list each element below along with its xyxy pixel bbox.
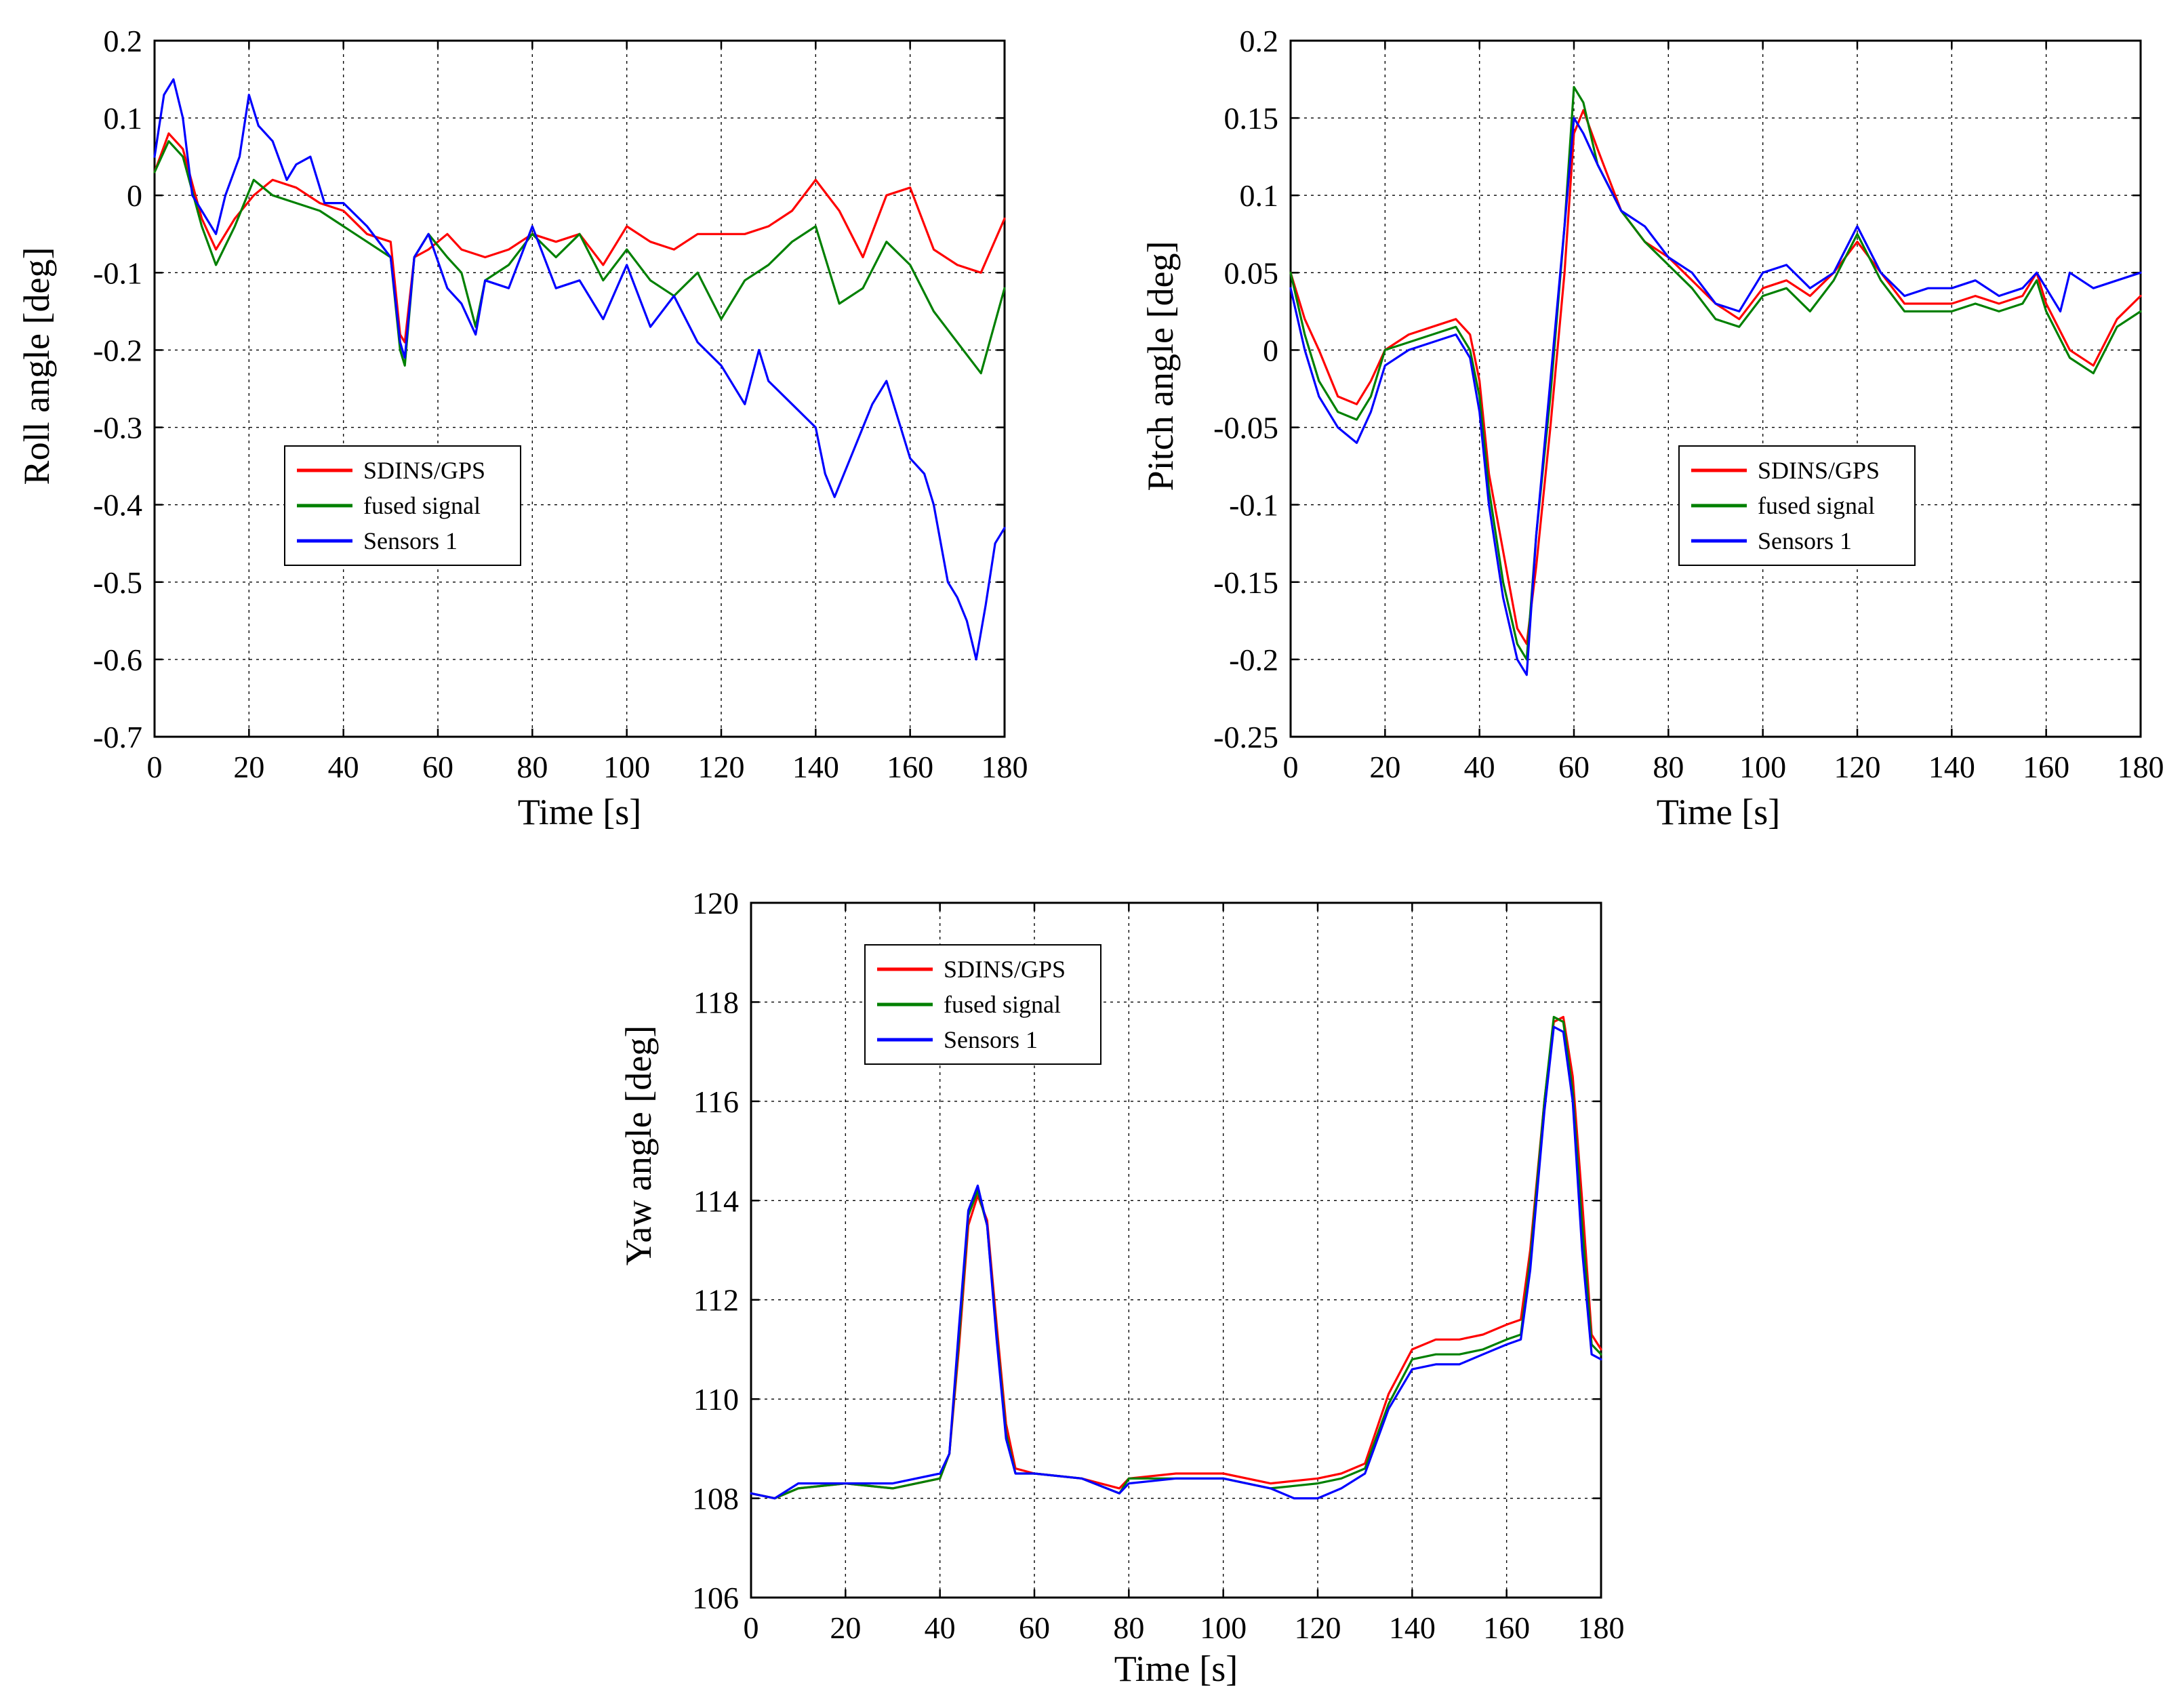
yaw-x-tick-label: 60: [1019, 1610, 1050, 1645]
pitch-x-tick-label: 0: [1283, 750, 1299, 784]
pitch-y-tick-label: -0.05: [1213, 411, 1278, 445]
pitch-angle-chart: Time [s] Pitch angle [deg] 0 20 40 60 80 100 1…: [1140, 24, 2164, 832]
yaw-x-tick-label: 0: [744, 1610, 759, 1645]
pitch-y-tick-label: -0.2: [1229, 643, 1278, 677]
pitch-x-tick-label: 100: [1739, 750, 1786, 784]
pitch-legend-label-fused-signal: fused signal: [1758, 492, 1875, 519]
roll-x-tick-label: 80: [517, 750, 548, 784]
pitch-y-tick-label: 0.15: [1224, 101, 1279, 136]
roll-x-axis-label: Time [s]: [518, 792, 642, 832]
pitch-x-tick-label: 80: [1653, 750, 1684, 784]
pitch-y-tick-label: -0.15: [1213, 565, 1278, 600]
pitch-series-fused-signal: [1289, 85, 2142, 661]
pitch-y-tick-label: 0.2: [1240, 24, 1279, 58]
yaw-y-tick-label: 108: [692, 1482, 739, 1516]
pitch-x-tick-label: 120: [1834, 750, 1881, 784]
yaw-x-tick-label: 160: [1483, 1610, 1530, 1645]
roll-y-tick-label: 0.2: [104, 24, 143, 58]
yaw-y-tick-label: 120: [692, 886, 739, 920]
yaw-x-tick-label: 40: [925, 1610, 956, 1645]
pitch-x-tick-label: 140: [1928, 750, 1975, 784]
yaw-x-tick-label: 180: [1578, 1610, 1625, 1645]
yaw-angle-chart: Time [s] Yaw angle [deg] 0 20 40 60 80 100 120…: [618, 886, 1625, 1689]
yaw-x-axis-label: Time [s]: [1114, 1648, 1238, 1689]
roll-angle-chart: Time [s] Roll angle [deg] 0 20 40 60 80 100 12…: [16, 24, 1028, 832]
roll-x-tick-label: 180: [982, 750, 1028, 784]
roll-x-tick-label: 20: [233, 750, 264, 784]
roll-legend-label-fused-signal: fused signal: [363, 492, 481, 519]
yaw-y-tick-label: 118: [693, 985, 739, 1019]
yaw-x-tick-label: 80: [1113, 1610, 1144, 1645]
yaw-y-tick-label: 116: [693, 1084, 739, 1119]
pitch-legend-label-sensors-1: Sensors 1: [1758, 527, 1852, 554]
pitch-y-tick-label: -0.1: [1229, 488, 1278, 523]
pitch-x-tick-label: 180: [2118, 750, 2164, 784]
roll-y-tick-label: 0: [127, 178, 142, 213]
roll-x-tick-label: 0: [147, 750, 163, 784]
yaw-x-tick-label: 100: [1200, 1610, 1247, 1645]
roll-y-tick-label: -0.5: [93, 565, 142, 600]
yaw-series-sensors-1: [750, 1025, 1602, 1500]
pitch-y-axis-label: Pitch angle [deg]: [1140, 241, 1181, 491]
roll-series-sensors-1: [153, 78, 1006, 661]
roll-y-tick-label: -0.7: [93, 720, 142, 754]
yaw-x-tick-label: 20: [830, 1610, 861, 1645]
roll-series-sdins-gps: [153, 132, 1006, 344]
yaw-y-tick-label: 106: [692, 1581, 739, 1615]
roll-x-tick-label: 100: [603, 750, 650, 784]
pitch-x-tick-label: 60: [1558, 750, 1590, 784]
pitch-series-sensors-1: [1289, 117, 2142, 676]
yaw-x-tick-label: 120: [1295, 1610, 1341, 1645]
pitch-y-tick-label: 0.05: [1224, 256, 1279, 290]
yaw-y-tick-label: 112: [693, 1283, 739, 1318]
roll-y-tick-label: 0.1: [104, 101, 143, 136]
yaw-legend-label-fused-signal: fused signal: [944, 991, 1061, 1018]
roll-plot-area: [153, 39, 1006, 738]
pitch-x-tick-label: 20: [1369, 750, 1400, 784]
roll-y-tick-label: -0.1: [93, 256, 142, 290]
pitch-plot-area: [1289, 39, 2142, 738]
roll-legend-label-sensors-1: Sensors 1: [363, 527, 458, 554]
roll-y-tick-label: -0.4: [93, 488, 142, 523]
roll-y-tick-label: -0.3: [93, 411, 142, 445]
roll-y-tick-label: -0.6: [93, 643, 142, 677]
yaw-legend-label-sdins-gps: SDINS/GPS: [944, 956, 1066, 983]
roll-x-tick-label: 160: [887, 750, 933, 784]
roll-x-tick-label: 120: [698, 750, 745, 784]
roll-y-axis-label: Roll angle [deg]: [16, 247, 57, 485]
roll-y-tick-label: -0.2: [93, 333, 142, 367]
pitch-legend-label-sdins-gps: SDINS/GPS: [1758, 457, 1880, 484]
pitch-x-tick-label: 40: [1464, 750, 1495, 784]
yaw-y-tick-label: 110: [693, 1382, 739, 1417]
roll-legend-label-sdins-gps: SDINS/GPS: [363, 457, 485, 484]
yaw-x-tick-label: 140: [1389, 1610, 1436, 1645]
roll-x-tick-label: 140: [792, 750, 839, 784]
pitch-y-tick-label: -0.25: [1213, 720, 1278, 754]
roll-x-tick-label: 60: [422, 750, 453, 784]
yaw-y-tick-label: 114: [693, 1183, 739, 1218]
pitch-y-tick-label: 0.1: [1240, 178, 1279, 213]
roll-series-fused-signal: [153, 140, 1006, 375]
roll-x-tick-label: 40: [328, 750, 359, 784]
pitch-y-tick-label: 0: [1263, 333, 1278, 367]
yaw-y-axis-label: Yaw angle [deg]: [618, 1025, 659, 1265]
pitch-x-tick-label: 160: [2023, 750, 2069, 784]
yaw-legend-label-sensors-1: Sensors 1: [944, 1026, 1038, 1053]
pitch-x-axis-label: Time [s]: [1657, 792, 1781, 832]
